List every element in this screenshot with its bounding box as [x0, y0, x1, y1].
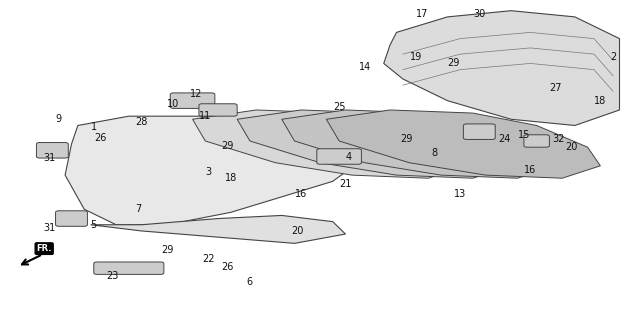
Text: 31: 31 [43, 153, 55, 163]
Text: 5: 5 [91, 220, 97, 230]
FancyBboxPatch shape [36, 142, 68, 158]
Text: 13: 13 [454, 189, 467, 199]
Text: 20: 20 [291, 226, 304, 236]
Text: 4: 4 [346, 151, 352, 162]
Text: 10: 10 [167, 99, 180, 109]
Polygon shape [282, 110, 556, 178]
FancyBboxPatch shape [170, 93, 215, 108]
Polygon shape [237, 110, 511, 178]
Text: 26: 26 [94, 133, 106, 143]
Text: 31: 31 [43, 223, 55, 233]
Text: 24: 24 [499, 135, 511, 144]
Text: 14: 14 [358, 62, 371, 72]
FancyBboxPatch shape [56, 211, 88, 226]
Text: 20: 20 [566, 142, 578, 152]
Polygon shape [384, 11, 620, 126]
Text: 29: 29 [447, 59, 460, 69]
Text: 32: 32 [553, 135, 565, 144]
Text: 27: 27 [550, 83, 562, 93]
FancyBboxPatch shape [317, 149, 362, 164]
Text: 2: 2 [610, 52, 616, 62]
Text: FR.: FR. [36, 244, 52, 253]
Text: 11: 11 [199, 111, 211, 121]
Polygon shape [326, 110, 600, 178]
Text: 26: 26 [221, 262, 234, 272]
FancyBboxPatch shape [94, 262, 164, 275]
Text: 21: 21 [339, 179, 351, 189]
Text: 28: 28 [136, 117, 148, 127]
Text: 17: 17 [416, 9, 428, 19]
FancyBboxPatch shape [524, 135, 549, 147]
Text: 7: 7 [135, 204, 141, 214]
Text: 29: 29 [221, 141, 234, 151]
Text: 16: 16 [524, 166, 536, 176]
Text: 8: 8 [431, 148, 438, 158]
Text: 23: 23 [107, 271, 119, 281]
Text: 12: 12 [189, 90, 202, 100]
Text: 19: 19 [410, 52, 422, 62]
FancyBboxPatch shape [199, 104, 237, 116]
Text: 25: 25 [333, 102, 346, 112]
Text: 1: 1 [91, 122, 97, 132]
Text: 18: 18 [595, 96, 607, 106]
Polygon shape [91, 215, 346, 244]
FancyBboxPatch shape [463, 124, 495, 139]
Text: 9: 9 [56, 114, 62, 124]
Text: 15: 15 [518, 130, 530, 140]
Text: 6: 6 [247, 277, 253, 287]
Polygon shape [193, 110, 467, 178]
Polygon shape [65, 116, 358, 225]
Text: 18: 18 [225, 173, 237, 183]
Text: 30: 30 [473, 9, 485, 19]
Text: 29: 29 [161, 244, 173, 254]
Text: 16: 16 [295, 189, 307, 199]
Text: 29: 29 [400, 135, 412, 144]
Text: 3: 3 [205, 167, 212, 177]
Text: 22: 22 [202, 254, 215, 264]
